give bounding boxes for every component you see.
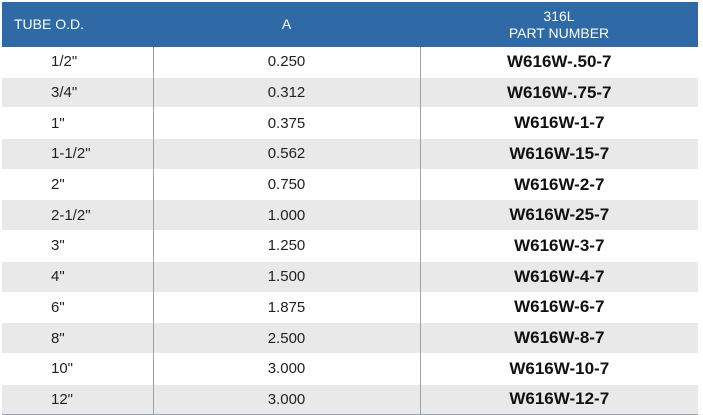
table-row: 10" 3.000 W616W-10-7	[2, 353, 698, 385]
cell-a: 1.500	[153, 261, 421, 292]
cell-tube-od: 6"	[2, 292, 154, 323]
header-part-number: 316L PART NUMBER	[420, 2, 698, 47]
cell-part-number: W616W-1-7	[420, 107, 698, 139]
cell-part-number: W616W-.75-7	[420, 77, 698, 108]
cell-part-number: W616W-10-7	[420, 353, 698, 385]
table-row: 6" 1.875 W616W-6-7	[2, 292, 698, 323]
table-row: 1/2" 0.250 W616W-.50-7	[2, 47, 698, 78]
cell-tube-od: 10"	[2, 353, 154, 385]
cell-part-number: W616W-25-7	[420, 199, 698, 231]
cell-tube-od: 12"	[2, 384, 154, 415]
cell-a: 1.875	[153, 292, 421, 323]
table-header: TUBE O.D. A 316L PART NUMBER	[2, 2, 698, 47]
cell-part-number: W616W-12-7	[420, 384, 698, 415]
header-row: TUBE O.D. A 316L PART NUMBER	[2, 2, 698, 47]
cell-tube-od: 3"	[2, 230, 154, 262]
cell-tube-od: 8"	[2, 322, 154, 354]
table-row: 3/4" 0.312 W616W-.75-7	[2, 77, 698, 108]
table-row: 3" 1.250 W616W-3-7	[2, 230, 698, 262]
table-row: 1" 0.375 W616W-1-7	[2, 107, 698, 139]
cell-part-number: W616W-.50-7	[420, 47, 698, 78]
cell-a: 2.500	[153, 322, 421, 354]
cell-a: 0.375	[153, 107, 421, 139]
cell-part-number: W616W-2-7	[420, 169, 698, 200]
cell-tube-od: 3/4"	[2, 77, 154, 108]
table-body: 1/2" 0.250 W616W-.50-7 3/4" 0.312 W616W-…	[2, 47, 698, 415]
cell-a: 0.750	[153, 169, 421, 200]
header-a: A	[153, 2, 420, 47]
cell-tube-od: 1"	[2, 107, 154, 139]
cell-tube-od: 2-1/2"	[2, 199, 154, 231]
cell-tube-od: 2"	[2, 169, 154, 200]
cell-a: 1.250	[153, 230, 421, 262]
cell-tube-od: 1-1/2"	[2, 138, 154, 170]
table-row: 12" 3.000 W616W-12-7	[2, 384, 698, 415]
cell-tube-od: 1/2"	[2, 47, 154, 78]
table-row: 4" 1.500 W616W-4-7	[2, 261, 698, 292]
cell-part-number: W616W-3-7	[420, 230, 698, 262]
cell-a: 0.312	[153, 77, 421, 108]
header-part-material: 316L	[543, 7, 575, 24]
cell-a: 0.250	[153, 47, 421, 78]
cell-part-number: W616W-8-7	[420, 322, 698, 354]
cell-tube-od: 4"	[2, 261, 154, 292]
cell-a: 3.000	[153, 384, 421, 415]
cell-a: 0.562	[153, 138, 421, 170]
table-row: 2-1/2" 1.000 W616W-25-7	[2, 199, 698, 231]
cell-part-number: W616W-4-7	[420, 261, 698, 292]
table-row: 2" 0.750 W616W-2-7	[2, 169, 698, 200]
cell-part-number: W616W-6-7	[420, 292, 698, 323]
header-tube-od: TUBE O.D.	[2, 2, 153, 47]
cell-part-number: W616W-15-7	[420, 138, 698, 170]
cell-a: 1.000	[153, 199, 421, 231]
cell-a: 3.000	[153, 353, 421, 385]
table-row: 8" 2.500 W616W-8-7	[2, 322, 698, 354]
header-part-label: PART NUMBER	[508, 24, 610, 41]
table-row: 1-1/2" 0.562 W616W-15-7	[2, 138, 698, 170]
